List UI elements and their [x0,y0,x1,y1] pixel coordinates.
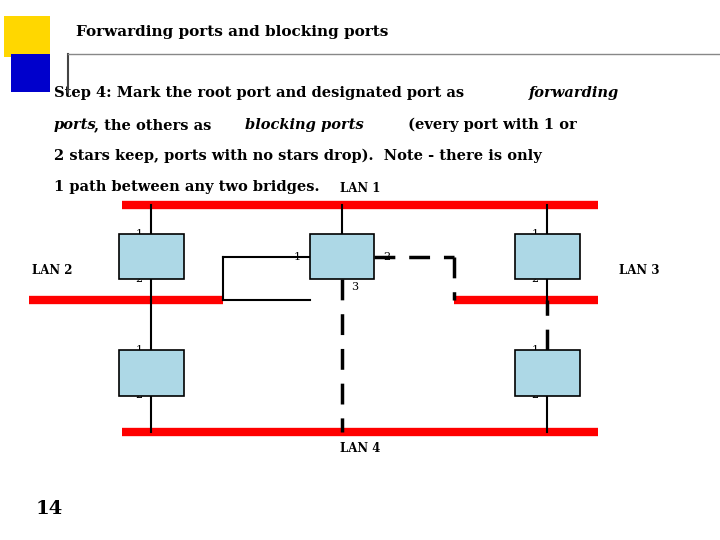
Text: 1: 1 [294,252,301,261]
Text: 1: 1 [135,229,143,239]
Text: 14: 14 [36,501,63,518]
Text: 1: 1 [531,229,539,239]
Text: B 4: B 4 [140,366,163,379]
Text: 2: 2 [135,274,143,284]
Text: LAN 4: LAN 4 [340,442,380,455]
FancyBboxPatch shape [310,233,374,280]
Text: B 3: B 3 [330,250,354,263]
FancyBboxPatch shape [515,350,580,395]
Text: blocking ports: blocking ports [245,118,364,132]
Text: 1: 1 [135,345,143,355]
Text: Step 4: Mark the root port and designated port as: Step 4: Mark the root port and designate… [54,86,469,100]
Text: 2: 2 [383,252,390,261]
Text: B 5: B 5 [536,366,559,379]
Text: 3: 3 [351,282,358,292]
FancyBboxPatch shape [4,27,32,57]
Text: , the others as: , the others as [94,118,216,132]
Text: forwarding: forwarding [529,86,619,100]
FancyBboxPatch shape [4,16,50,57]
Text: 1: 1 [531,345,539,355]
Text: (every port with 1 or: (every port with 1 or [403,118,577,132]
Text: Forwarding ports and blocking ports: Forwarding ports and blocking ports [76,25,388,39]
Text: LAN 3: LAN 3 [619,264,660,276]
FancyBboxPatch shape [11,54,50,92]
Text: 2 stars keep, ports with no stars drop).  Note - there is only: 2 stars keep, ports with no stars drop).… [54,149,541,164]
FancyBboxPatch shape [119,350,184,395]
Text: LAN 1: LAN 1 [340,183,380,195]
Text: 2: 2 [531,390,539,400]
FancyBboxPatch shape [119,233,184,280]
Text: 2: 2 [531,274,539,284]
Text: ports: ports [54,118,96,132]
Text: 1 path between any two bridges.: 1 path between any two bridges. [54,180,320,194]
Text: B 1: B 1 [140,250,163,263]
Text: B 2: B 2 [536,250,559,263]
Text: LAN 2: LAN 2 [32,264,73,276]
Text: 2: 2 [135,390,143,400]
FancyBboxPatch shape [515,233,580,280]
